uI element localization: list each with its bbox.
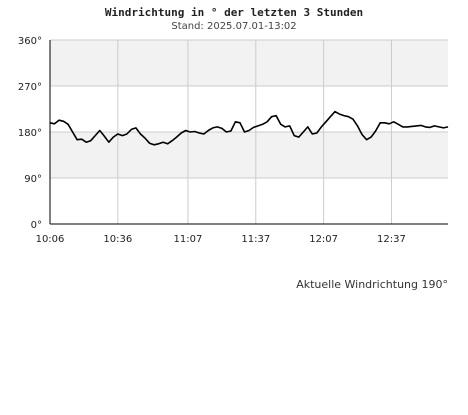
- x-tick-label: 10:36: [103, 234, 132, 245]
- y-tick-label: 360°: [18, 36, 42, 47]
- background-band: [50, 132, 448, 178]
- x-tick-label: 11:07: [174, 234, 203, 245]
- background-band: [50, 40, 448, 86]
- chart-subtitle: Stand: 2025.07.01-13:02: [171, 21, 297, 32]
- x-tick-label: 10:06: [36, 234, 65, 245]
- x-tick-label: 11:37: [241, 234, 270, 245]
- chart-title: Windrichtung in ° der letzten 3 Stunden: [104, 6, 364, 19]
- y-tick-label: 0°: [31, 220, 42, 231]
- x-tick-label: 12:37: [377, 234, 406, 245]
- x-tick-label: 12:07: [309, 234, 338, 245]
- current-wind-direction: Aktuelle Windrichtung 190°: [296, 278, 448, 291]
- series-line: [49, 110, 449, 146]
- y-tick-label: 180°: [18, 128, 42, 139]
- y-tick-label: 270°: [18, 82, 42, 93]
- y-tick-label: 90°: [24, 174, 42, 185]
